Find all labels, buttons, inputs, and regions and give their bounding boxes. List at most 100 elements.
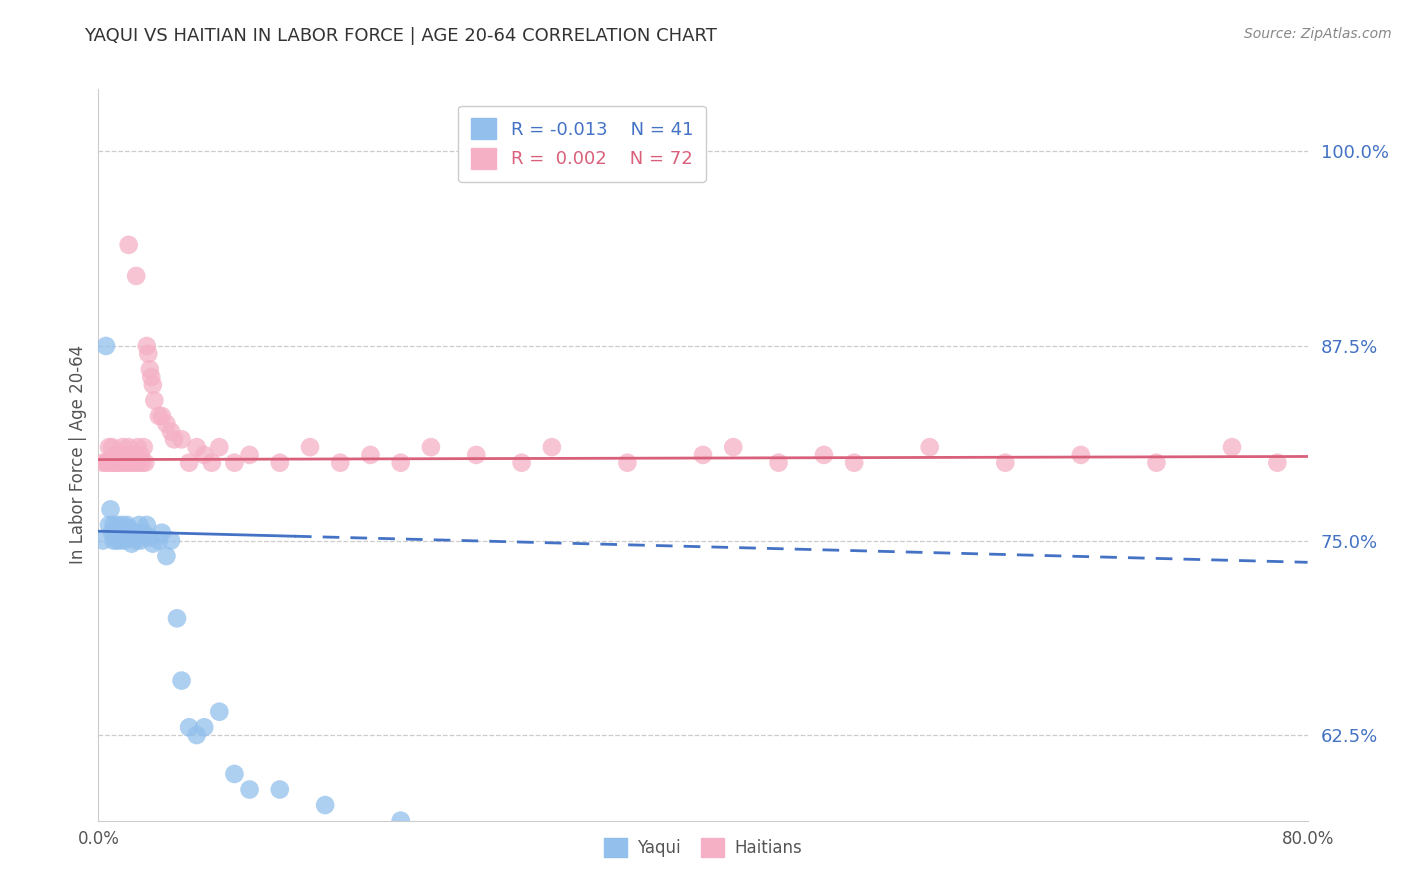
Point: [129, 448, 152, 462]
Point: [135, 518, 157, 533]
Point: [100, 502, 122, 516]
Point: [101, 440, 124, 454]
Point: [127, 440, 149, 454]
Point: [224, 456, 246, 470]
Point: [918, 440, 941, 454]
Point: [132, 440, 155, 454]
Point: [112, 456, 135, 470]
Point: [105, 533, 128, 548]
Point: [115, 518, 138, 533]
Point: [360, 448, 382, 462]
Point: [239, 448, 262, 462]
Point: [193, 720, 215, 734]
Point: [465, 448, 488, 462]
Point: [111, 440, 134, 454]
Point: [134, 456, 156, 470]
Point: [128, 518, 150, 533]
Point: [208, 440, 231, 454]
Point: [129, 533, 152, 548]
Legend: Yaqui, Haitians: Yaqui, Haitians: [598, 831, 808, 863]
Point: [96, 456, 118, 470]
Point: [108, 533, 131, 548]
Point: [136, 347, 159, 361]
Point: [389, 814, 412, 828]
Point: [1267, 456, 1289, 470]
Point: [125, 456, 148, 470]
Point: [115, 456, 138, 470]
Point: [108, 456, 131, 470]
Point: [94, 456, 117, 470]
Point: [768, 456, 790, 470]
Point: [103, 456, 125, 470]
Point: [723, 440, 745, 454]
Point: [148, 533, 170, 548]
Point: [616, 456, 638, 470]
Point: [107, 448, 129, 462]
Point: [1070, 448, 1092, 462]
Point: [91, 456, 114, 470]
Text: Source: ZipAtlas.com: Source: ZipAtlas.com: [1244, 27, 1392, 41]
Point: [166, 611, 188, 625]
Point: [1220, 440, 1243, 454]
Point: [107, 518, 129, 533]
Point: [103, 456, 125, 470]
Point: [135, 339, 157, 353]
Point: [111, 518, 134, 533]
Point: [150, 409, 173, 423]
Point: [100, 456, 122, 470]
Point: [139, 530, 162, 544]
Point: [150, 525, 173, 540]
Point: [994, 456, 1017, 470]
Point: [201, 456, 224, 470]
Point: [160, 425, 183, 439]
Point: [844, 456, 866, 470]
Point: [124, 448, 146, 462]
Point: [692, 448, 714, 462]
Text: YAQUI VS HAITIAN IN LABOR FORCE | AGE 20-64 CORRELATION CHART: YAQUI VS HAITIAN IN LABOR FORCE | AGE 20…: [84, 27, 717, 45]
Point: [104, 448, 127, 462]
Point: [420, 440, 443, 454]
Point: [510, 456, 533, 470]
Point: [94, 339, 117, 353]
Point: [269, 782, 291, 797]
Point: [131, 456, 153, 470]
Point: [112, 533, 135, 548]
Point: [170, 433, 193, 447]
Point: [1144, 456, 1167, 470]
Point: [132, 525, 155, 540]
Point: [389, 456, 412, 470]
Point: [114, 448, 136, 462]
Point: [540, 440, 562, 454]
Point: [813, 448, 835, 462]
Point: [142, 536, 165, 550]
Point: [170, 673, 193, 688]
Point: [186, 440, 208, 454]
Point: [110, 525, 132, 540]
Point: [118, 440, 141, 454]
Point: [121, 536, 143, 550]
Point: [208, 705, 231, 719]
Point: [155, 417, 177, 431]
Point: [155, 549, 177, 563]
Point: [121, 448, 143, 462]
Point: [193, 448, 215, 462]
Point: [224, 767, 246, 781]
Point: [314, 798, 336, 813]
Point: [101, 525, 124, 540]
Point: [269, 456, 291, 470]
Point: [118, 237, 141, 252]
Point: [105, 456, 128, 470]
Point: [124, 525, 146, 540]
Point: [139, 362, 162, 376]
Y-axis label: In Labor Force | Age 20-64: In Labor Force | Age 20-64: [69, 345, 87, 565]
Point: [120, 530, 142, 544]
Point: [125, 533, 148, 548]
Point: [122, 456, 145, 470]
Point: [186, 728, 208, 742]
Point: [160, 533, 183, 548]
Point: [98, 518, 121, 533]
Point: [118, 521, 141, 535]
Point: [141, 370, 163, 384]
Point: [98, 440, 121, 454]
Point: [103, 518, 125, 533]
